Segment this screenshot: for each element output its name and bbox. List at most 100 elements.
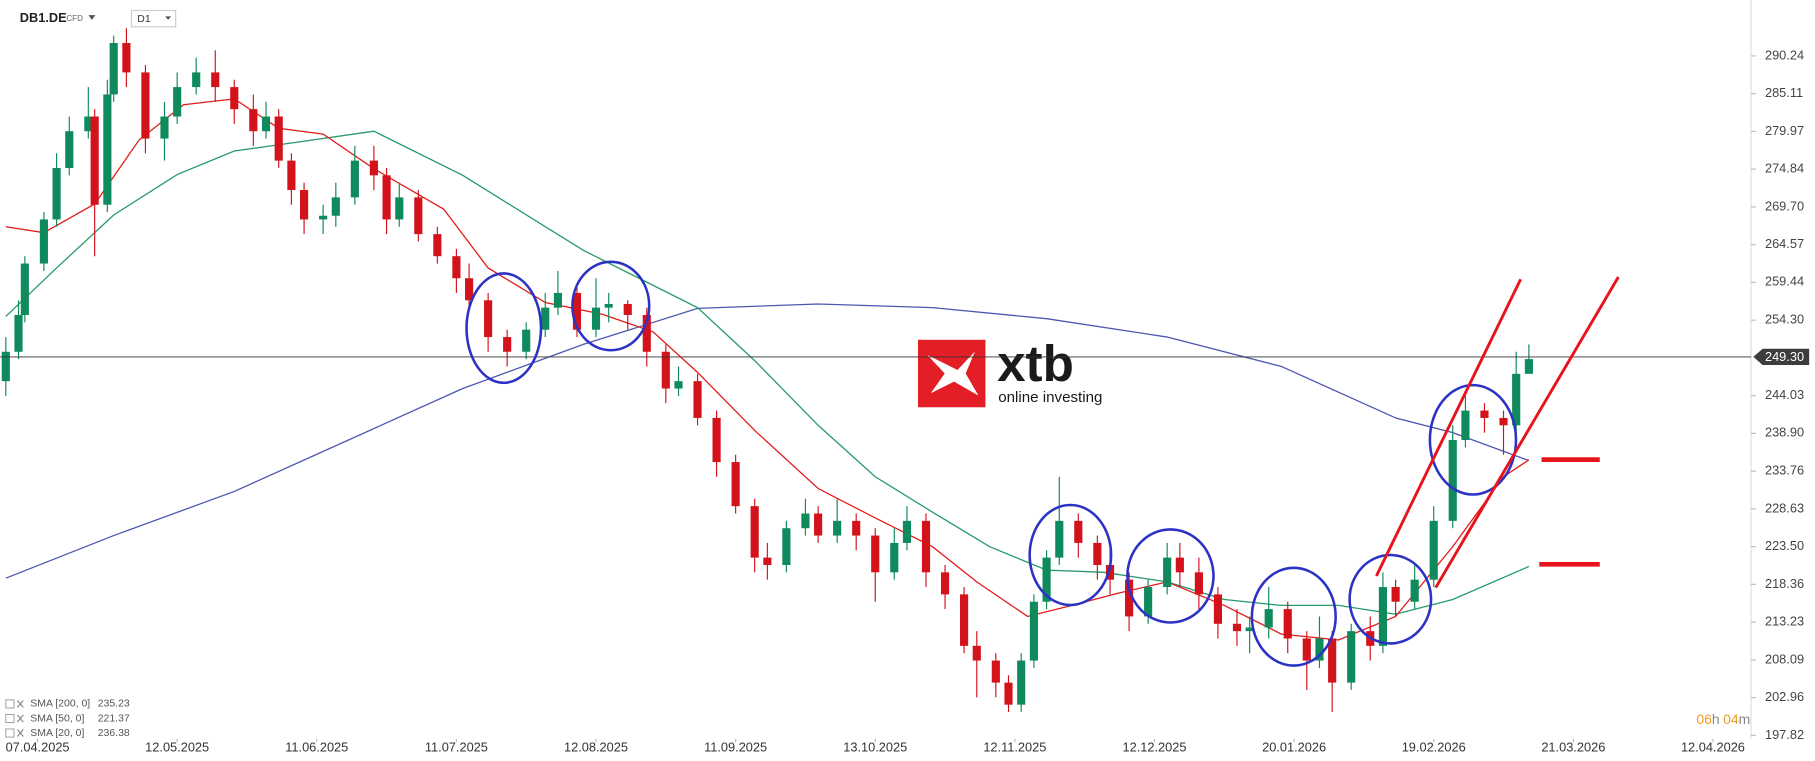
candle-body [1213,594,1223,624]
y-tick-label: 259.44 [1765,274,1804,289]
candle-body [14,315,23,352]
candle-body [1144,587,1153,617]
x-tick-label: 11.07.2025 [425,740,488,755]
header: DB1.DE CFD D1 [20,9,177,28]
candle-body [852,520,861,536]
timeframe-box[interactable] [130,9,177,28]
drawings-lines [1375,276,1620,589]
legend-value: 235.23 [98,699,130,710]
y-tick-label: 264.57 [1765,236,1804,251]
candle-body [503,337,512,352]
candle-body [1429,520,1438,580]
timeframe-dropdown[interactable] [165,16,172,20]
legend-remove [17,729,24,737]
candle-body [249,109,258,132]
y-tick-label: 274.84 [1765,161,1804,176]
candle-body [712,417,721,463]
candle-body [814,513,823,536]
candle-body [833,520,842,536]
x-tick-label: 12.12.2025 [1122,740,1186,755]
legend-remove [17,714,24,723]
candle-body [465,278,474,301]
candle-body [484,300,493,338]
candle-body [890,542,899,573]
candle-body [331,197,340,216]
timer-hours-unit: h [1712,711,1720,727]
timer-text: 06h 04m [1696,711,1750,727]
x-tick-label: 07.04.2025 [6,740,70,755]
watermark-tagline: online investing [998,389,1102,406]
candle-body [433,234,442,257]
candle-body [1093,542,1102,565]
ellipse [465,272,543,385]
candle-body [300,190,309,220]
candle-body [1029,601,1038,661]
candle-body [211,72,220,88]
legend-name: SMA [20, 0] [30,728,84,739]
candle-body [122,42,131,73]
candle-body [382,175,391,220]
y-tick-label: 213.23 [1765,613,1804,628]
symbol-dropdown[interactable] [88,15,96,20]
ellipse [571,260,651,352]
candle-body [1125,579,1134,617]
y-tick-label: 208.09 [1765,651,1804,666]
candle-body [20,263,29,316]
candle-body [750,506,759,558]
drawings-ellipses [465,260,1518,667]
x-tick-label: 12.05.2025 [145,740,209,755]
y-tick-label: 202.96 [1765,689,1804,704]
legend-name: SMA [50, 0] [30,713,84,724]
candle-body [1391,587,1400,602]
ellipse [1348,553,1433,645]
candle-body [84,116,93,132]
last-price-label: 249.30 [1765,349,1804,364]
candle-body [1283,609,1292,639]
candle-body [960,594,969,646]
channel-line [1375,278,1522,577]
ellipse [1428,383,1518,496]
legend-remove [17,700,24,708]
candle-body [1315,638,1324,661]
candle-body [65,131,74,168]
y-tick-label: 285.11 [1765,85,1803,100]
last-price-box [1753,348,1810,366]
x-tick-label: 21.03.2026 [1541,740,1605,755]
y-tick-label: 244.03 [1765,387,1804,402]
timer: 06h 04m [1696,711,1750,727]
candle-body [1302,638,1311,661]
candle-body [972,645,981,661]
channel-line [1434,276,1620,589]
timer-minutes: 04 [1723,711,1739,727]
candle-body [693,381,702,418]
x-tick-label: 12.08.2025 [564,740,628,755]
y-tick-label: 197.82 [1765,727,1804,742]
candle-body [52,167,61,220]
candle-body [1448,439,1457,521]
candle-body [871,535,880,573]
candle-body [1410,579,1419,602]
legend-icon [5,713,15,724]
x-tick-label: 11.06.2025 [285,740,348,755]
candle-body [395,197,404,220]
ellipse [1028,503,1113,607]
legend-value: 236.38 [98,728,130,739]
candle-body [103,94,112,205]
x-tick-label: 12.04.2026 [1681,740,1745,755]
candle-body [39,219,48,264]
candle-body [921,520,931,573]
candle-body [160,116,169,139]
x-tick-label: 12.11.2025 [983,740,1046,755]
timeframe[interactable]: D1 [137,14,151,25]
symbol[interactable]: DB1.DE [20,10,67,25]
candle-body [319,215,328,220]
candle-body [1074,520,1083,543]
candle-body [90,116,99,205]
candle-body [1163,557,1172,588]
watermark: xtb online investing [917,335,1102,408]
y-tick-label: 254.30 [1765,312,1804,327]
candle-body [173,87,182,117]
x-tick-label: 20.01.2026 [1262,740,1326,755]
